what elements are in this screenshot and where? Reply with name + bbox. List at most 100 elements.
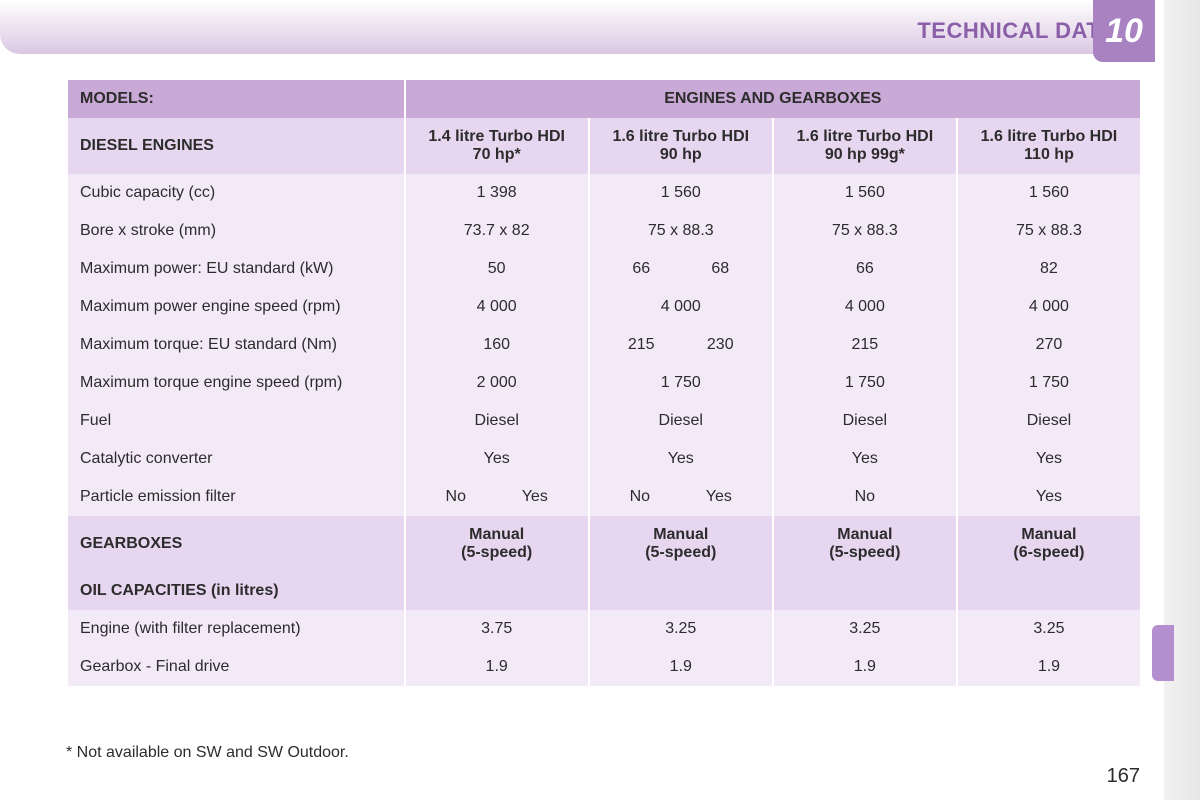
engine-col-1: 1.6 litre Turbo HDI 90 hp [590, 118, 772, 174]
table-row-header-engines: DIESEL ENGINES 1.4 litre Turbo HDI 70 hp… [68, 118, 1140, 174]
oil-empty-0 [406, 572, 588, 610]
engine-col-2-line2: 90 hp 99g* [786, 146, 944, 164]
cell: 4 000 [590, 288, 772, 326]
cell: 1 750 [958, 364, 1140, 402]
engine-col-1-line2: 90 hp [602, 146, 760, 164]
engine-col-2: 1.6 litre Turbo HDI 90 hp 99g* [774, 118, 956, 174]
gearbox-3-l1: Manual [1021, 526, 1076, 543]
oil-empty-2 [774, 572, 956, 610]
table-row: Maximum torque: EU standard (Nm)16021523… [68, 326, 1140, 364]
cell: 75 x 88.3 [774, 212, 956, 250]
cell: 215 [774, 326, 956, 364]
table-row: Maximum power: EU standard (kW)506668668… [68, 250, 1140, 288]
cell: 160 [406, 326, 588, 364]
table-row: Gearbox - Final drive1.91.91.91.9 [68, 648, 1140, 686]
gearbox-2-l2: (5-speed) [829, 544, 900, 561]
cell: 4 000 [406, 288, 588, 326]
header-models: MODELS: [68, 80, 404, 118]
cell: 3.25 [774, 610, 956, 648]
section-thumb-tab [1152, 625, 1174, 681]
table-row: Catalytic converterYesYesYesYes [68, 440, 1140, 478]
page-title: TECHNICAL DATA [917, 18, 1115, 44]
engine-col-0: 1.4 litre Turbo HDI 70 hp* [406, 118, 588, 174]
cell: 3.25 [590, 610, 772, 648]
row-label: Maximum power: EU standard (kW) [68, 250, 404, 288]
gearboxes-label: GEARBOXES [68, 516, 404, 572]
table-row: Maximum power engine speed (rpm)4 0004 0… [68, 288, 1140, 326]
row-label: Maximum torque engine speed (rpm) [68, 364, 404, 402]
cell: Yes [774, 440, 956, 478]
row-label: Bore x stroke (mm) [68, 212, 404, 250]
table-row: Cubic capacity (cc)1 3981 5601 5601 560 [68, 174, 1140, 212]
cell: 3.75 [406, 610, 588, 648]
engine-col-0-line1: 1.4 litre Turbo HDI [428, 128, 565, 145]
table-row-header-top: MODELS: ENGINES AND GEARBOXES [68, 80, 1140, 118]
cell: 75 x 88.3 [958, 212, 1140, 250]
cell: 1 750 [590, 364, 772, 402]
cell: 215230 [590, 326, 772, 364]
cell: 1 750 [774, 364, 956, 402]
cell: 73.7 x 82 [406, 212, 588, 250]
row-label: Engine (with filter replacement) [68, 610, 404, 648]
cell: 1.9 [590, 648, 772, 686]
row-label: Fuel [68, 402, 404, 440]
footnote: * Not available on SW and SW Outdoor. [66, 744, 349, 762]
cell: Yes [406, 440, 588, 478]
cell: 270 [958, 326, 1140, 364]
engine-col-3: 1.6 litre Turbo HDI 110 hp [958, 118, 1140, 174]
cell: 1.9 [774, 648, 956, 686]
table-row: Particle emission filterNoYesNoYesNoYes [68, 478, 1140, 516]
row-label: Maximum power engine speed (rpm) [68, 288, 404, 326]
cell: Diesel [774, 402, 956, 440]
gearbox-1-l1: Manual [653, 526, 708, 543]
cell: No [774, 478, 956, 516]
header-engines-gearboxes: ENGINES AND GEARBOXES [406, 80, 1140, 118]
cell: Diesel [958, 402, 1140, 440]
row-label: Cubic capacity (cc) [68, 174, 404, 212]
engine-col-2-line1: 1.6 litre Turbo HDI [797, 128, 934, 145]
cell: 1 560 [774, 174, 956, 212]
cell: 66 [774, 250, 956, 288]
gearbox-1-l2: (5-speed) [645, 544, 716, 561]
engine-col-1-line1: 1.6 litre Turbo HDI [612, 128, 749, 145]
cell: 3.25 [958, 610, 1140, 648]
gearbox-2-l1: Manual [837, 526, 892, 543]
table-row-oil-header: OIL CAPACITIES (in litres) [68, 572, 1140, 610]
row-label: Gearbox - Final drive [68, 648, 404, 686]
page-number: 167 [1107, 765, 1140, 788]
cell: 1 398 [406, 174, 588, 212]
table-row: FuelDieselDieselDieselDiesel [68, 402, 1140, 440]
row-label: Maximum torque: EU standard (Nm) [68, 326, 404, 364]
cell: Diesel [590, 402, 772, 440]
gearbox-3-l2: (6-speed) [1013, 544, 1084, 561]
technical-data-table: MODELS: ENGINES AND GEARBOXES DIESEL ENG… [66, 80, 1142, 686]
cell: 1.9 [958, 648, 1140, 686]
cell: 4 000 [958, 288, 1140, 326]
table-row: Engine (with filter replacement)3.753.25… [68, 610, 1140, 648]
cell: 6668 [590, 250, 772, 288]
gearbox-cell-1: Manual (5-speed) [590, 516, 772, 572]
cell: 82 [958, 250, 1140, 288]
cell: 1 560 [958, 174, 1140, 212]
gearbox-cell-0: Manual (5-speed) [406, 516, 588, 572]
cell: 4 000 [774, 288, 956, 326]
row-label: Particle emission filter [68, 478, 404, 516]
cell: NoYes [590, 478, 772, 516]
cell: NoYes [406, 478, 588, 516]
gearbox-0-l1: Manual [469, 526, 524, 543]
cell: 1 560 [590, 174, 772, 212]
cell: 2 000 [406, 364, 588, 402]
cell: Yes [958, 478, 1140, 516]
gearbox-0-l2: (5-speed) [461, 544, 532, 561]
engine-col-0-line2: 70 hp* [418, 146, 576, 164]
table-row: Maximum torque engine speed (rpm)2 0001 … [68, 364, 1140, 402]
engine-col-3-line2: 110 hp [970, 146, 1128, 164]
oil-label: OIL CAPACITIES (in litres) [68, 572, 404, 610]
oil-empty-1 [590, 572, 772, 610]
chapter-tab: 10 [1093, 0, 1155, 62]
gearbox-cell-2: Manual (5-speed) [774, 516, 956, 572]
engine-col-3-line1: 1.6 litre Turbo HDI [981, 128, 1118, 145]
cell: Diesel [406, 402, 588, 440]
cell: Yes [958, 440, 1140, 478]
table-row: Bore x stroke (mm)73.7 x 82 75 x 88.375 x… [68, 212, 1140, 250]
